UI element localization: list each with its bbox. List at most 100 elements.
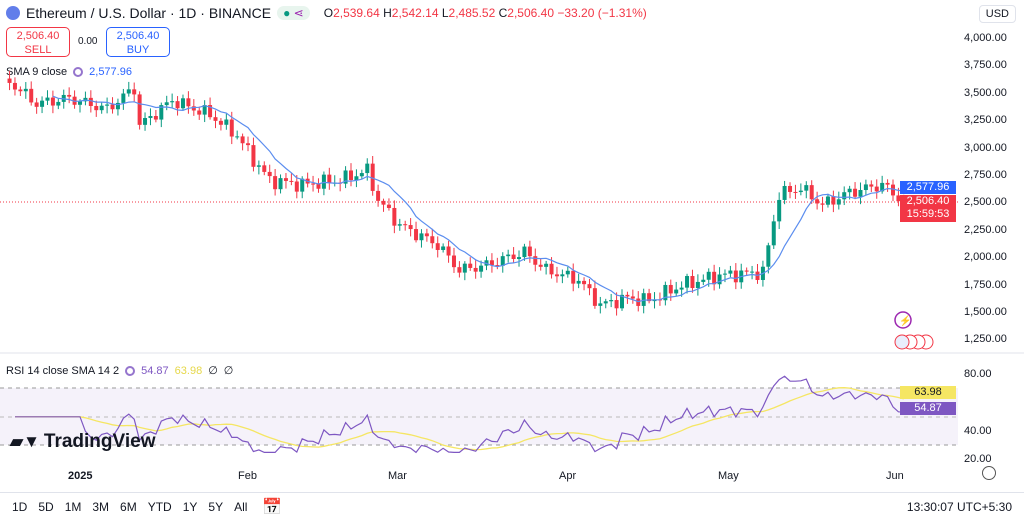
- candle: [825, 196, 830, 205]
- candle: [869, 184, 874, 187]
- candle: [170, 101, 175, 103]
- candle: [582, 280, 587, 285]
- candle: [706, 271, 711, 280]
- candle: [132, 89, 137, 95]
- rsi-sma-tag: 63.98: [900, 386, 956, 399]
- candle: [468, 263, 473, 268]
- candle: [695, 281, 700, 289]
- candle: [744, 270, 749, 272]
- candle: [262, 165, 267, 172]
- candle: [847, 188, 852, 193]
- candle: [722, 273, 727, 275]
- price-tick: 2,250.00: [964, 223, 1007, 236]
- ohlc-readout: O2,539.64 H2,542.14 L2,485.52 C2,506.40 …: [323, 6, 647, 20]
- range-5y[interactable]: 5Y: [208, 500, 224, 514]
- tradingview-logo-icon: ▰▼: [10, 432, 40, 451]
- range-1d[interactable]: 1D: [12, 500, 28, 514]
- candle: [831, 196, 836, 205]
- candle: [164, 102, 169, 106]
- range-all[interactable]: All: [234, 500, 248, 514]
- rsi-line: [15, 375, 904, 454]
- candle: [283, 178, 288, 181]
- symbol-header[interactable]: Ethereum / U.S. Dollar · 1D · BINANCE ● …: [6, 5, 647, 21]
- candle: [197, 110, 202, 115]
- candle: [273, 176, 278, 190]
- candle: [251, 145, 256, 167]
- spread: 0.00: [78, 36, 98, 47]
- share-icon: ⋖: [293, 6, 304, 20]
- candle: [625, 294, 630, 297]
- candle: [517, 257, 522, 260]
- candle: [820, 203, 825, 205]
- candle: [690, 276, 695, 289]
- candle: [246, 143, 251, 146]
- price-tick: 4,000.00: [964, 32, 1007, 44]
- candle: [728, 270, 733, 274]
- candle: [88, 97, 93, 106]
- candle: [365, 163, 370, 174]
- range-3m[interactable]: 3M: [92, 500, 110, 514]
- indicator-settings-icon[interactable]: [73, 67, 84, 77]
- range-1y[interactable]: 1Y: [182, 500, 198, 514]
- economic-events-icon: [894, 334, 934, 350]
- candle: [804, 185, 809, 191]
- price-tick: 3,250.00: [964, 114, 1007, 127]
- candle: [278, 178, 283, 190]
- candle: [186, 98, 191, 107]
- candle: [809, 185, 814, 200]
- candle: [777, 199, 782, 222]
- candle: [67, 94, 72, 97]
- date-range-calendar-icon[interactable]: 📅: [262, 499, 282, 516]
- range-1m[interactable]: 1M: [64, 500, 82, 514]
- sell-button[interactable]: 2,506.40 SELL: [6, 27, 70, 57]
- candle: [798, 190, 803, 193]
- candle: [94, 105, 99, 111]
- candle: [506, 254, 511, 257]
- sma-legend[interactable]: SMA 9 close 2,577.96: [6, 66, 132, 78]
- currency-selector[interactable]: USD: [978, 5, 1016, 23]
- time-label: Feb: [238, 470, 257, 482]
- candle: [240, 136, 245, 144]
- candle: [782, 185, 787, 200]
- buy-button[interactable]: 2,506.40 BUY: [106, 27, 170, 57]
- candle: [105, 104, 110, 106]
- range-5d[interactable]: 5D: [38, 500, 54, 514]
- clock[interactable]: 13:30:07 UTC+5:30: [906, 500, 1012, 514]
- candle: [267, 171, 272, 177]
- range-ytd[interactable]: YTD: [147, 500, 172, 514]
- candle: [685, 276, 690, 288]
- tradingview-watermark: ▰▼ TradingView: [10, 431, 156, 452]
- candle: [668, 284, 673, 294]
- candle: [614, 300, 619, 309]
- price-tick: 3,500.00: [964, 86, 1007, 99]
- range-6m[interactable]: 6M: [120, 500, 137, 514]
- candle: [630, 296, 635, 299]
- price-tick: 1,500.00: [964, 306, 1007, 318]
- rsi-legend[interactable]: RSI 14 close SMA 14 2 54.87 63.98 ∅ ∅: [6, 364, 234, 378]
- candle: [18, 89, 23, 92]
- candle: [663, 284, 668, 301]
- lightning-glyph: ⚡: [899, 314, 911, 327]
- chart-canvas[interactable]: ⚡: [0, 0, 1024, 492]
- candle: [126, 89, 131, 94]
- event-lightning-icon: [894, 311, 912, 329]
- candle: [143, 118, 148, 125]
- candle: [191, 106, 196, 111]
- candle: [376, 190, 381, 201]
- candle: [489, 260, 494, 266]
- market-status[interactable]: ● ⋖: [277, 6, 310, 20]
- ethereum-icon: [6, 6, 20, 20]
- symbol-title[interactable]: Ethereum / U.S. Dollar · 1D · BINANCE: [26, 5, 272, 21]
- sma-line: [52, 95, 904, 303]
- candle: [766, 245, 771, 267]
- candle: [701, 279, 706, 282]
- indicator-settings-icon[interactable]: [125, 365, 136, 376]
- candle: [544, 263, 549, 267]
- sma-price-tag: 2,577.96: [900, 181, 956, 194]
- candle: [224, 119, 229, 125]
- candle: [78, 101, 82, 105]
- candle: [349, 170, 353, 181]
- settings-gear-icon[interactable]: [982, 466, 996, 480]
- candle: [359, 173, 364, 177]
- candle: [885, 182, 890, 185]
